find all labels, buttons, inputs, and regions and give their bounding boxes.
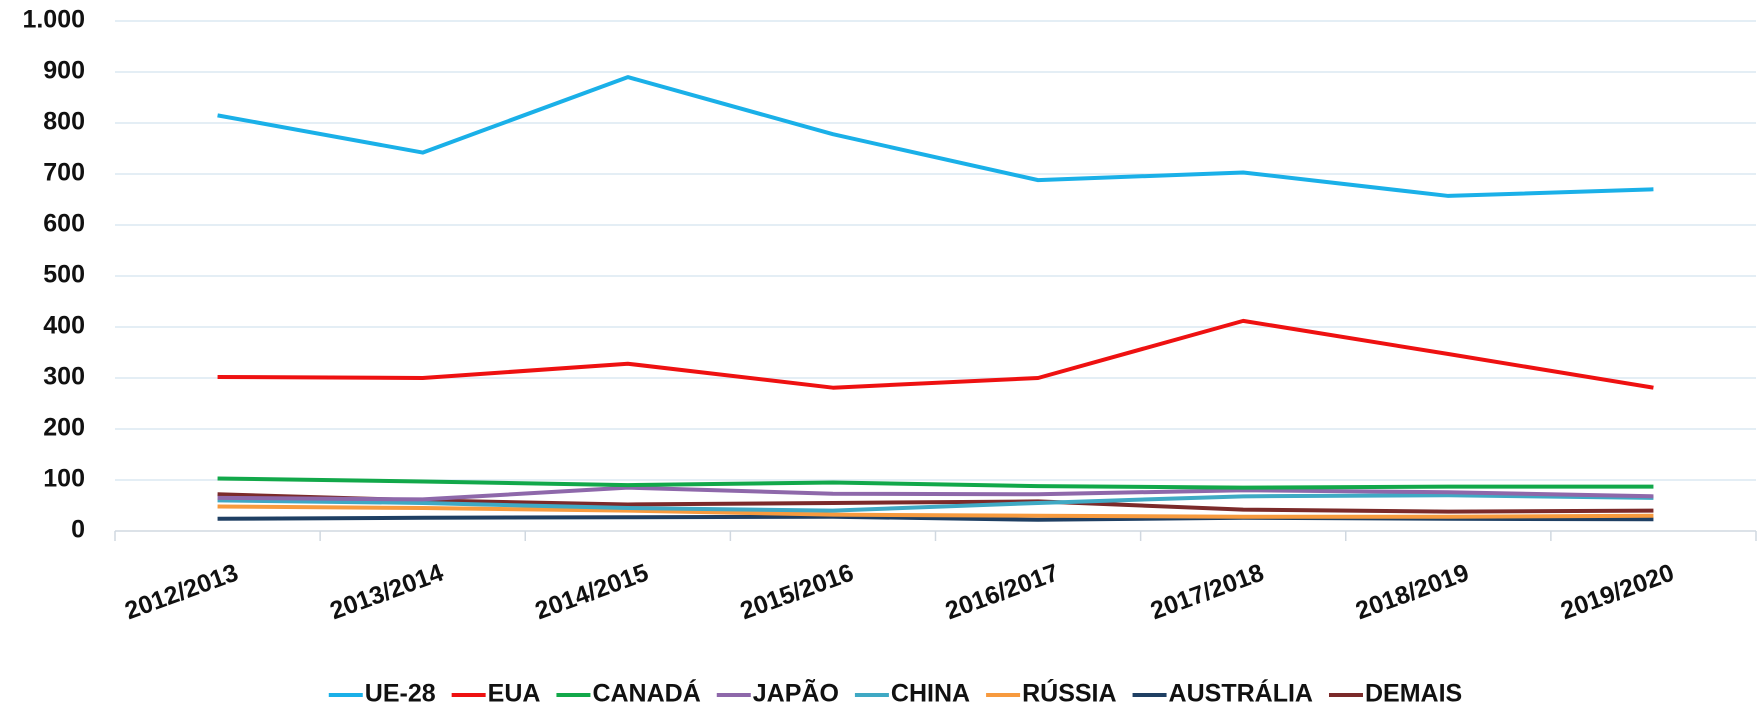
x-tick-label: 2018/2019	[1352, 559, 1473, 626]
series-line	[217, 318, 1654, 390]
y-tick-label: 200	[43, 414, 85, 442]
y-tick-label: 800	[43, 108, 85, 136]
x-tick-label: 2017/2018	[1147, 559, 1268, 626]
legend-label: RÚSSIA	[1022, 678, 1116, 707]
x-tick-label: 2015/2016	[737, 559, 858, 626]
y-tick-label: 900	[43, 57, 85, 85]
series-line	[217, 485, 1654, 502]
y-tick-label: 500	[43, 261, 85, 289]
y-tick-label: 600	[43, 210, 85, 238]
y-tick-label: 300	[43, 363, 85, 391]
x-tick-label: 2019/2020	[1557, 559, 1678, 626]
series-line	[217, 476, 1654, 490]
legend-label: EUA	[488, 680, 541, 707]
legend-label: AUSTRÁLIA	[1169, 679, 1313, 707]
y-tick-label: 400	[43, 312, 85, 340]
legend: UE-28 EUA CANADÁ JAPÃO CHINA RÚSSIA AUSTRÁLIA D…	[328, 678, 1462, 707]
y-tick-label: 100	[43, 465, 85, 493]
legend-label: UE-28	[365, 680, 436, 707]
y-tick-label: 0	[71, 516, 85, 544]
series-line	[217, 492, 1654, 514]
series-line	[217, 75, 1654, 198]
legend-label: CHINA	[891, 680, 970, 707]
legend-label: DEMAIS	[1365, 680, 1462, 707]
x-tick-label: 2016/2017	[942, 559, 1063, 626]
y-tick-label: 700	[43, 159, 85, 187]
series-line	[217, 504, 1654, 519]
series-line	[217, 493, 1654, 513]
legend-label: CANADÁ	[592, 679, 700, 707]
x-tick-label: 2012/2013	[121, 559, 242, 626]
legend-label: JAPÃO	[753, 678, 839, 707]
x-tick-label: 2013/2014	[326, 559, 447, 626]
y-tick-label: 1.000	[22, 6, 85, 34]
x-tick-label: 2014/2015	[531, 559, 652, 626]
